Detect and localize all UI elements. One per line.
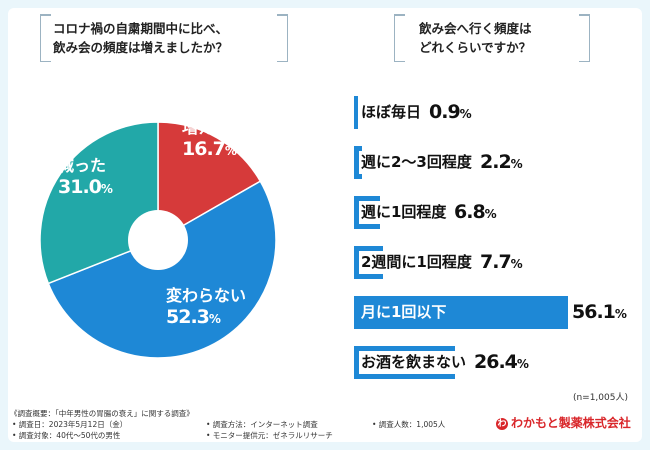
bar-category-label: お酒を飲まない [359, 351, 471, 374]
pie-slice [157, 121, 262, 242]
bar-question-line-1: 飲み会へ行く頻度は [419, 21, 532, 36]
bar-category-label: 2週間に1回程度 [359, 251, 476, 274]
bar-question-box: 飲み会へ行く頻度は どれくらいですか？ [394, 14, 590, 62]
logo-mark-icon: わ [496, 417, 508, 430]
bar-category-label: ほぼ毎日 [359, 101, 426, 124]
pie-question-line-2: 飲み会の頻度は増えましたか？ [53, 40, 229, 55]
pie-slice-name: 増えた [182, 118, 231, 137]
bar-value-label: 6.8% [454, 201, 497, 223]
pie-slice-name: 減った [58, 156, 107, 175]
bar-question-line-2: どれくらいですか？ [419, 40, 532, 55]
bar-category-label: 週に2〜3回程度 [359, 151, 476, 174]
sample-size-note: (n=1,005人) [572, 393, 628, 403]
survey-summary: 《調査概要：「中年男性の胃腸の衰え」に関する調査》 [10, 409, 194, 418]
pie-question-line-1: コロナ禍の自粛期間中に比べ、 [53, 21, 229, 36]
company-name: わかもと製薬株式会社 [511, 416, 631, 430]
bar-value-label: 26.4% [474, 351, 529, 373]
bar [354, 296, 568, 329]
bar [354, 146, 363, 179]
pie-slice-name: 変わらない [166, 286, 247, 305]
pie-slice-value: 16.7% [182, 138, 237, 160]
bar [354, 96, 358, 129]
bar-value-label: 2.2% [480, 151, 523, 173]
donut-hole [128, 210, 188, 270]
pie-slice-value: 52.3% [166, 306, 221, 328]
pie-slice-label: 増えた 16.7% [182, 118, 237, 160]
survey-target: • 調査対象：40代〜50代の男性 [12, 431, 121, 440]
survey-date: • 調査日：2023年5月12日（金） [12, 420, 128, 429]
pie-slice-label: 変わらない 52.3% [166, 288, 246, 327]
survey-count: • 調査人数：1,005人 [372, 420, 446, 429]
company-logo: わわかもと製薬株式会社 [496, 414, 631, 431]
survey-provider: • モニター提供元：ゼネラルリサーチ [206, 431, 333, 440]
bar-category-label: 月に1回以下 [361, 303, 447, 321]
survey-method: • 調査方法：インターネット調査 [206, 420, 318, 429]
bar-value-label: 0.9% [429, 101, 472, 123]
pie-slice-value: 31.0% [58, 176, 113, 198]
pie-slice-label: 減った 31.0% [58, 156, 113, 198]
bar-value-label: 7.7% [480, 251, 523, 273]
bar-value-label: 56.1% [572, 301, 627, 323]
pie-question-box: コロナ禍の自粛期間中に比べ、 飲み会の頻度は増えましたか？ [40, 14, 288, 62]
bar-category-label: 週に1回程度 [359, 201, 451, 224]
